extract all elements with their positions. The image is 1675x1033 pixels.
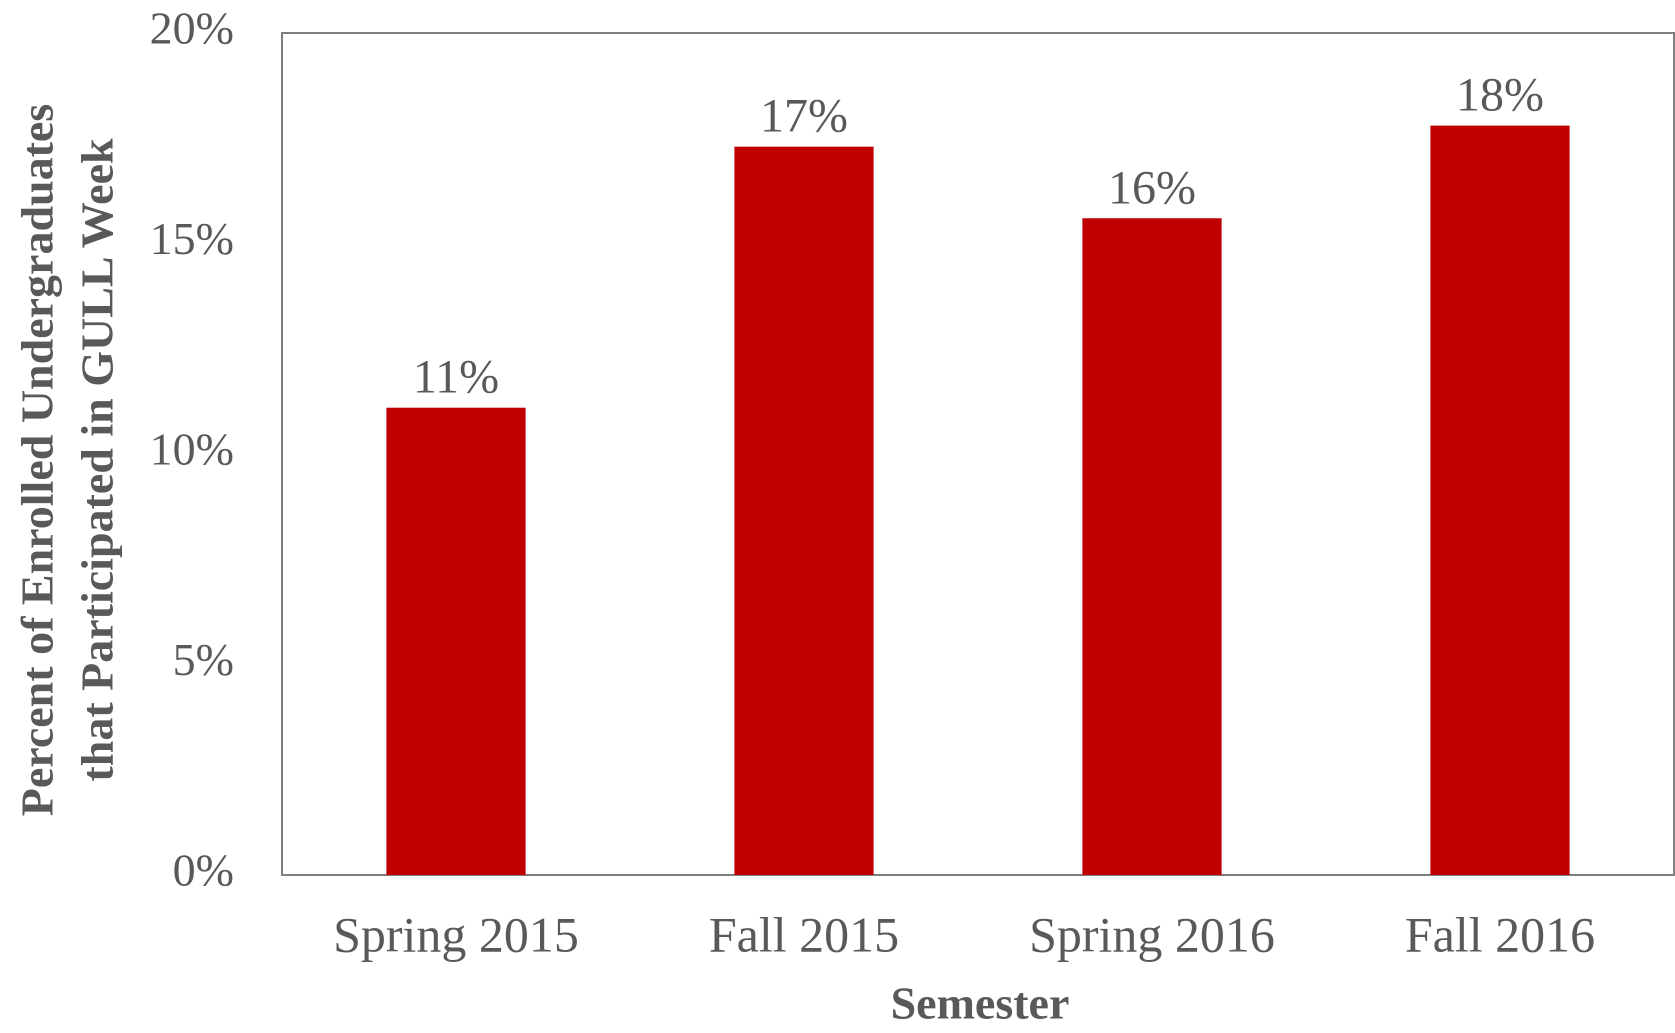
bar (734, 146, 874, 876)
y-tick-label: 5% (173, 634, 234, 685)
y-tick-label: 10% (150, 424, 234, 475)
x-tick-label: Fall 2015 (709, 906, 899, 962)
x-tick-label: Spring 2015 (333, 906, 579, 962)
x-axis-title: Semester (891, 978, 1070, 1029)
bar (1430, 125, 1570, 876)
value-label: 16% (1108, 161, 1196, 214)
x-tick-label: Fall 2016 (1405, 906, 1595, 962)
x-tick-label: Spring 2016 (1029, 906, 1275, 962)
y-tick-label: 0% (173, 845, 234, 896)
y-tick-label: 20% (150, 3, 234, 54)
y-axis-title: Percent of Enrolled Undergraduates (12, 104, 63, 817)
bar (386, 407, 526, 875)
y-axis-title: that Participated in GULL Week (72, 138, 123, 782)
plot-frame (281, 32, 1675, 876)
value-label: 17% (760, 90, 848, 143)
bar (1082, 218, 1222, 876)
value-label: 18% (1456, 69, 1544, 122)
y-tick-label: 15% (150, 213, 234, 264)
value-label: 11% (413, 351, 499, 404)
